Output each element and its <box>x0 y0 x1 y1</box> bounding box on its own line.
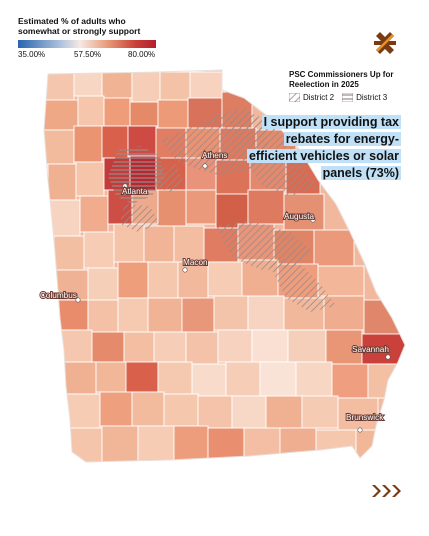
headline-text: I support providing tax rebates for ener… <box>246 115 401 180</box>
legend-tick-mid: 57.50% <box>74 50 102 59</box>
city-label-atlanta: Atlanta <box>122 187 148 196</box>
headline-callout: I support providing tax rebates for ener… <box>241 114 401 182</box>
district-3-label: District 3 <box>356 93 388 102</box>
city-labels: Athens Atlanta Augusta Macon Columbus Sa… <box>39 150 390 423</box>
district-legend: PSC Commissioners Up for Reelection in 2… <box>289 70 419 102</box>
city-label-athens: Athens <box>202 151 228 160</box>
city-dot-augusta <box>310 217 316 223</box>
city-markers <box>75 163 391 433</box>
city-label-macon: Macon <box>183 258 208 267</box>
city-dot-brunswick <box>357 427 363 433</box>
color-legend: Estimated % of adults who somewhat or st… <box>18 16 158 60</box>
city-dot-macon <box>182 267 188 273</box>
city-dot-columbus <box>75 297 81 303</box>
legend-ticks: 35.00% 57.50% 80.00% <box>18 48 158 60</box>
legend-title: Estimated % of adults who somewhat or st… <box>18 16 141 36</box>
city-label-augusta: Augusta <box>284 212 314 221</box>
city-dot-savannah <box>385 354 391 360</box>
diagonal-hatch-icon <box>289 93 300 102</box>
district-2-key: District 2 <box>289 93 334 102</box>
city-label-columbus: Columbus <box>40 291 77 300</box>
legend-tick-max: 80.00% <box>128 50 156 59</box>
city-dot-atlanta <box>122 183 128 189</box>
city-label-savannah: Savannah <box>352 345 389 354</box>
counties-group <box>44 70 405 462</box>
cross-logo-icon <box>374 32 396 59</box>
district-3-key: District 3 <box>342 93 387 102</box>
district-legend-title: PSC Commissioners Up for Reelection in 2… <box>289 70 394 89</box>
legend-tick-min: 35.00% <box>18 50 46 59</box>
city-dot-athens <box>202 163 208 169</box>
legend-gradient-bar <box>18 40 156 48</box>
city-label-brunswick: Brunswick <box>346 413 384 422</box>
horizontal-hatch-icon <box>342 93 354 102</box>
district-2-label: District 2 <box>303 93 335 102</box>
chevrons-icon[interactable] <box>370 484 404 503</box>
